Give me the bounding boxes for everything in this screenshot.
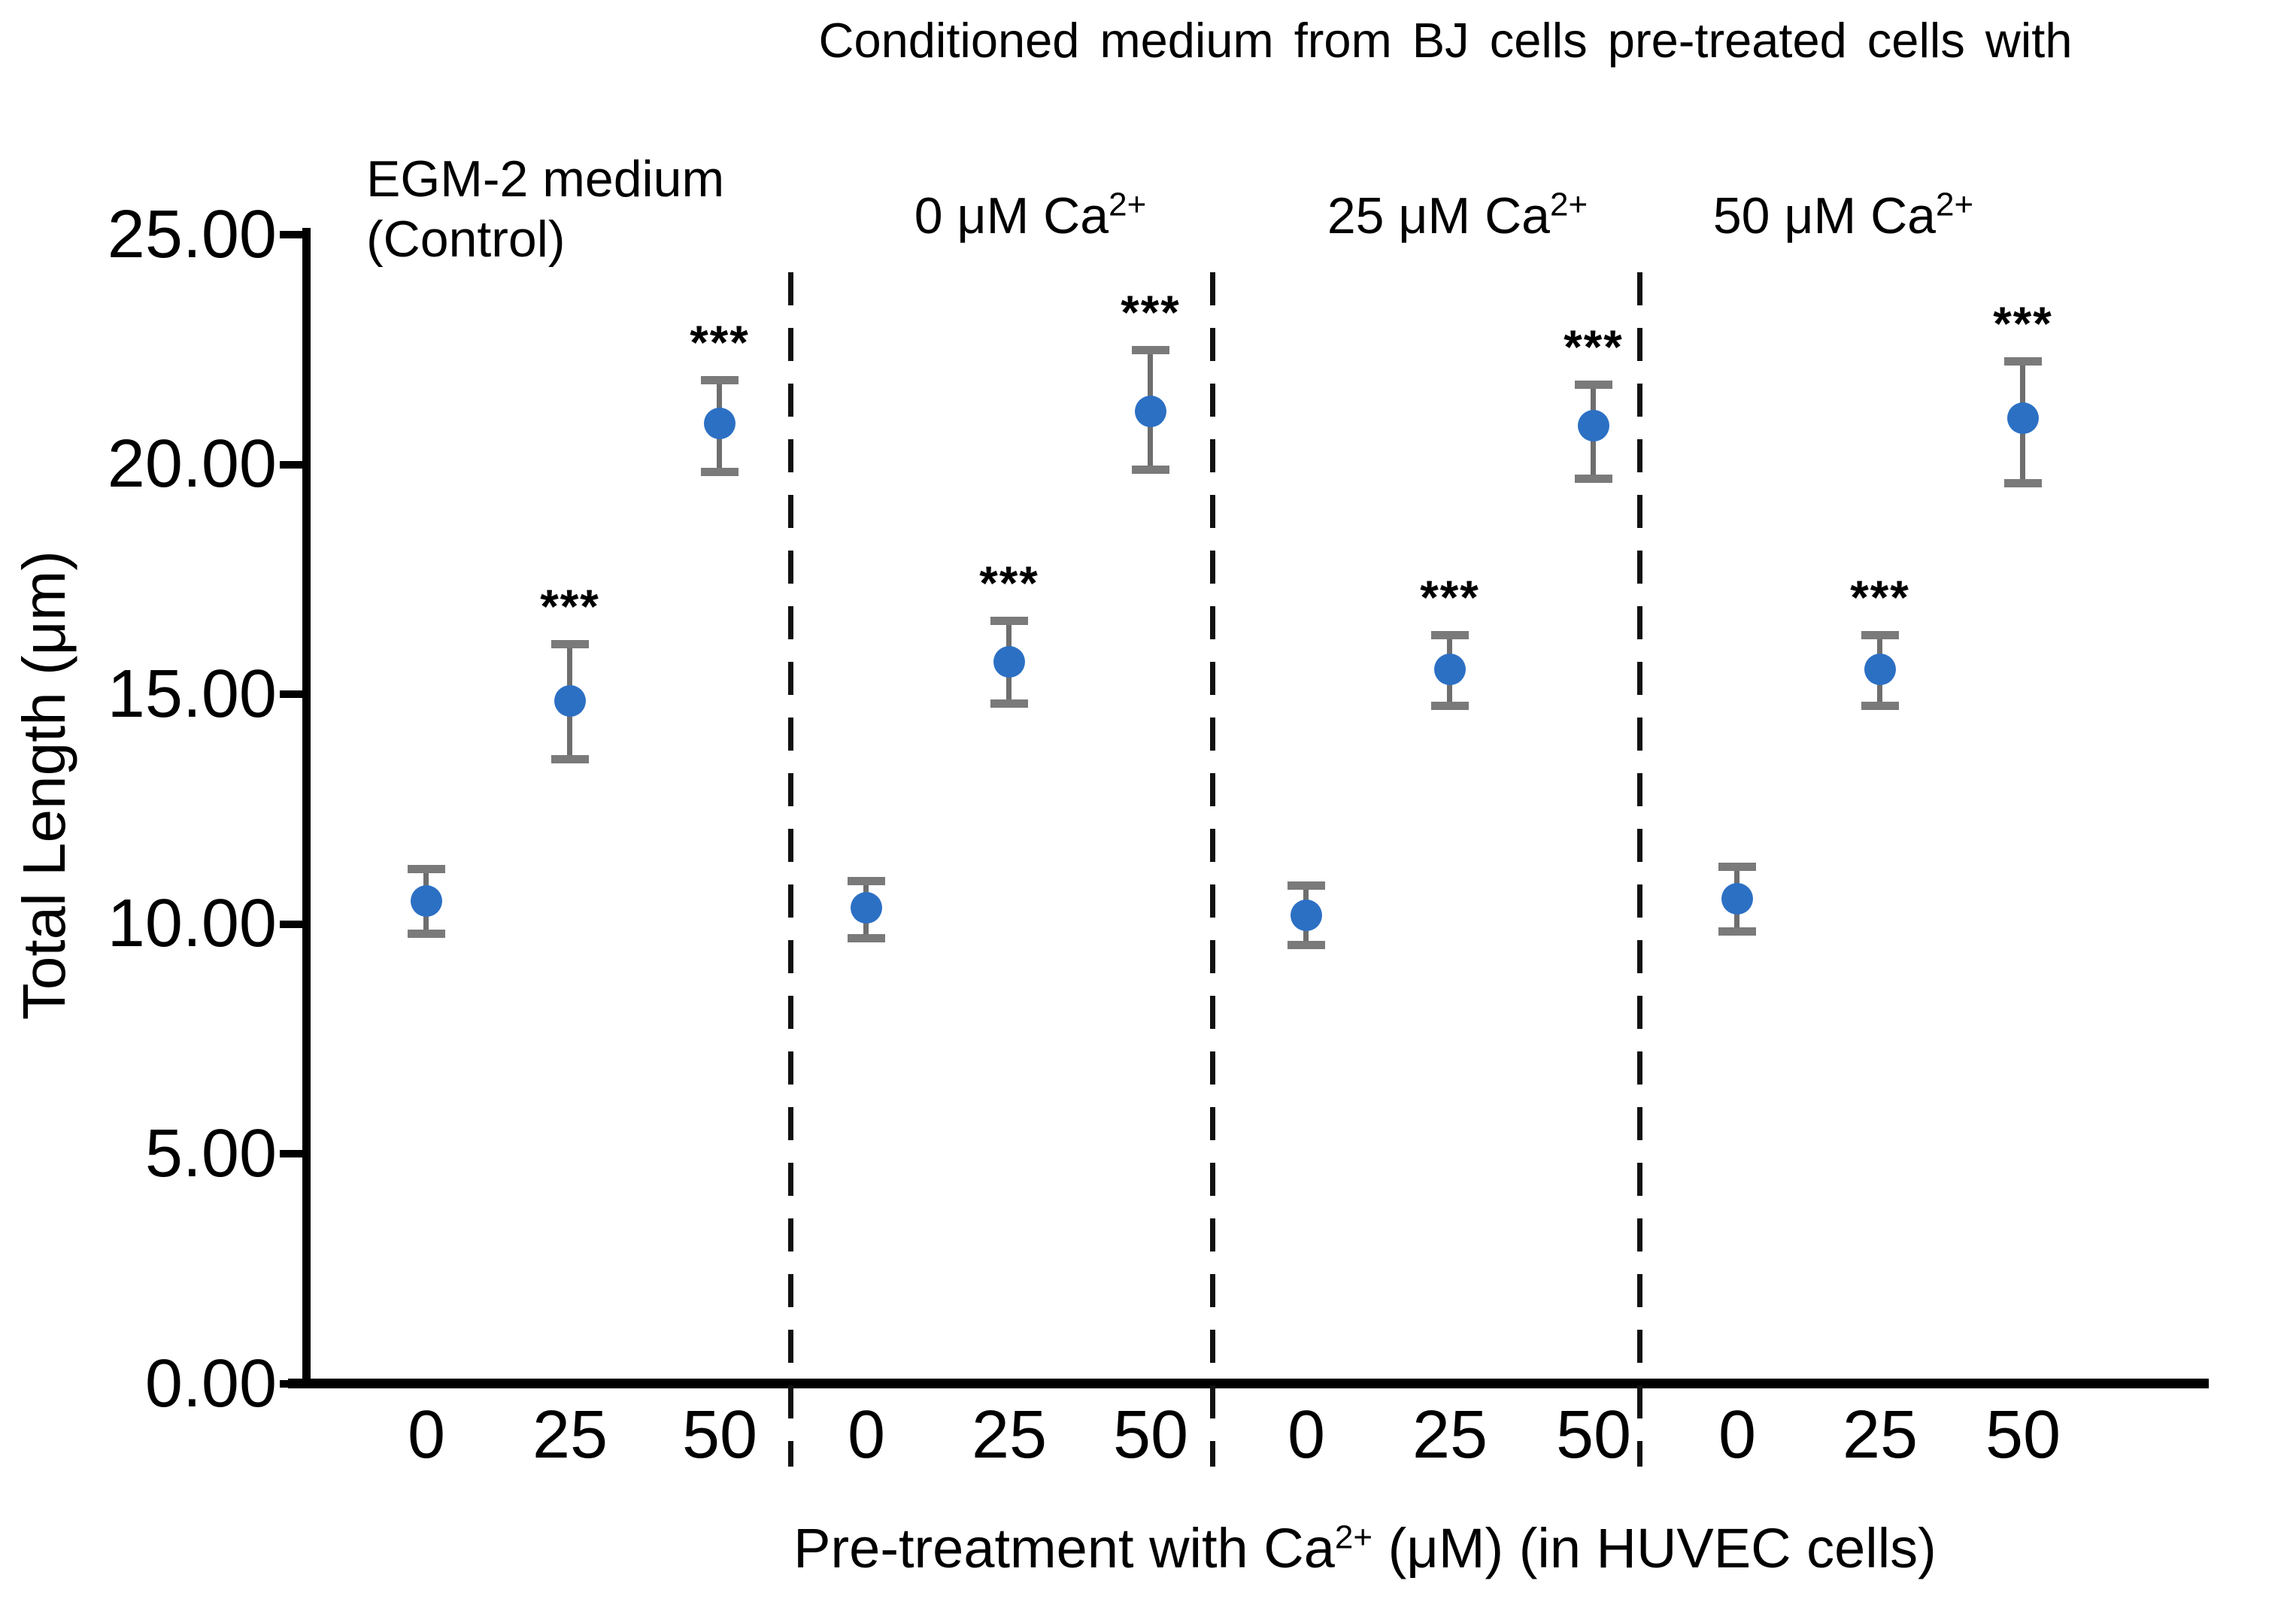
data-point-marker — [704, 407, 736, 439]
error-bar-cap-bottom — [1132, 465, 1169, 474]
x-tick-label: 25 — [532, 1397, 608, 1473]
group-label-text: 0 μM Ca — [914, 187, 1109, 244]
group-label-superscript: 2+ — [1550, 186, 1588, 223]
error-bar-cap-top — [408, 865, 445, 874]
error-bar-cap-top — [701, 375, 739, 384]
x-tick-label: 25 — [1412, 1397, 1488, 1473]
significance-stars: *** — [1993, 298, 2053, 351]
x-axis-line — [288, 1379, 2209, 1388]
group-label: 25 μM Ca2+ — [1157, 187, 1758, 245]
y-tick-label: 5.00 — [144, 1115, 277, 1191]
error-bar-cap-bottom — [551, 754, 589, 763]
data-point-marker — [2007, 402, 2039, 435]
y-tick-label: 10.00 — [107, 886, 277, 962]
group-label-text: 25 μM Ca — [1327, 187, 1550, 244]
error-bar-cap-top — [848, 876, 885, 885]
error-bar-cap-top — [1575, 380, 1612, 389]
y-tick — [280, 1150, 307, 1158]
data-point-marker — [554, 685, 586, 718]
error-bar-cap-top — [1132, 345, 1169, 354]
group-separator-line — [1210, 272, 1215, 1467]
x-tick-label: 0 — [847, 1397, 886, 1473]
error-bar-cap-bottom — [2004, 479, 2042, 488]
group-separator-line — [1637, 272, 1642, 1467]
y-tick — [280, 1380, 307, 1388]
significance-stars: *** — [1420, 571, 1480, 624]
data-point-marker — [1578, 409, 1609, 441]
y-tick-label: 25.00 — [107, 196, 277, 272]
error-bar-cap-top — [1431, 630, 1469, 639]
x-tick-label: 50 — [1555, 1397, 1632, 1473]
x-tick-label: 50 — [1112, 1397, 1189, 1473]
group-label-superscript: 2+ — [1109, 186, 1147, 223]
data-point-marker — [851, 892, 882, 924]
group-label: 0 μM Ca2+ — [729, 187, 1331, 245]
error-bar-cap-bottom — [701, 467, 739, 476]
data-point-marker — [1135, 396, 1166, 428]
x-axis-title-superscript: 2+ — [1334, 1518, 1373, 1556]
group-label-text: 50 μM Ca — [1712, 187, 1936, 244]
significance-stars: *** — [1850, 571, 1910, 624]
y-tick-label: 15.00 — [107, 656, 277, 732]
data-point-marker — [993, 646, 1025, 678]
error-bar-cap-bottom — [848, 934, 885, 943]
x-tick-label: 0 — [407, 1397, 446, 1473]
y-axis-line — [302, 228, 311, 1388]
group-label-line: (Control) — [366, 211, 566, 268]
x-tick-label: 25 — [1842, 1397, 1918, 1473]
error-bar-cap-top — [1861, 630, 1899, 639]
significance-stars: *** — [1564, 320, 1624, 374]
error-bar-cap-top — [990, 617, 1028, 626]
y-tick — [280, 920, 307, 928]
data-point-marker — [1864, 653, 1896, 685]
error-bar-cap-bottom — [1575, 474, 1612, 483]
group-label: EGM-2 medium (Control) — [366, 149, 724, 269]
data-point-marker — [1721, 883, 1753, 915]
error-bar-cap-bottom — [1718, 927, 1756, 936]
error-bar-cap-top — [2004, 357, 2042, 366]
error-bar-cap-top — [1718, 863, 1756, 872]
significance-stars: *** — [1121, 286, 1181, 339]
y-tick — [280, 690, 307, 699]
error-bar-cap-top — [1288, 881, 1325, 890]
x-axis-title-text: Pre-treatment with Ca — [793, 1517, 1335, 1579]
y-tick-label: 20.00 — [107, 426, 277, 502]
error-bar-cap-top — [551, 639, 589, 648]
x-tick-label: 0 — [1287, 1397, 1326, 1473]
y-tick — [280, 460, 307, 469]
data-point-marker — [1291, 899, 1322, 931]
x-tick-label: 50 — [1985, 1397, 2061, 1473]
error-bar-cap-bottom — [1861, 702, 1899, 711]
y-tick-label: 0.00 — [144, 1346, 277, 1421]
y-tick — [280, 231, 307, 238]
group-label-line: EGM-2 medium — [366, 150, 725, 208]
group-label: 50 μM Ca2+ — [1542, 187, 2144, 245]
error-bar-cap-bottom — [990, 699, 1028, 708]
x-axis-title-units: (μM) (in HUVEC cells) — [1372, 1517, 1937, 1579]
error-bar-cap-bottom — [1431, 702, 1469, 711]
x-tick-label: 25 — [971, 1397, 1048, 1473]
x-axis-title: Pre-treatment with Ca2+ (μM) (in HUVEC c… — [613, 1516, 2117, 1580]
error-bar-cap-bottom — [408, 930, 445, 939]
x-tick-label: 0 — [1718, 1397, 1757, 1473]
top-annotation: Conditioned medium from BJ cells pre-tre… — [818, 13, 2073, 68]
significance-stars: *** — [540, 580, 600, 633]
group-label-superscript: 2+ — [1936, 186, 1974, 223]
error-bar-cap-bottom — [1288, 941, 1325, 950]
x-tick-label: 50 — [681, 1397, 758, 1473]
group-separator-line — [788, 272, 793, 1467]
significance-stars: *** — [690, 316, 750, 369]
data-point-marker — [411, 885, 442, 918]
data-point-marker — [1434, 653, 1466, 685]
significance-stars: *** — [979, 557, 1039, 611]
